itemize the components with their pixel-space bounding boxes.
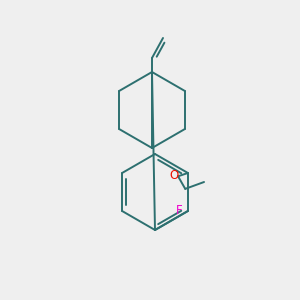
Text: O: O (169, 169, 178, 182)
Text: F: F (176, 205, 182, 218)
